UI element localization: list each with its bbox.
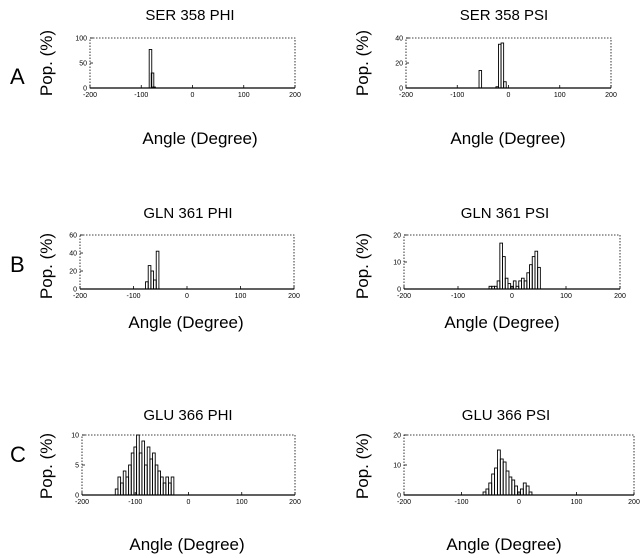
x-tick-label: -200 — [397, 293, 411, 300]
x-axis-label: Angle (Degree) — [444, 313, 559, 332]
x-tick-label: -100 — [128, 499, 142, 506]
x-tick-label: 100 — [236, 499, 248, 506]
row-label-c: C — [10, 442, 26, 467]
y-tick-label: 5 — [75, 463, 79, 470]
x-tick-label: 100 — [560, 293, 572, 300]
chart-title: SER 358 PSI — [460, 7, 548, 24]
y-tick-label: 20 — [393, 433, 401, 440]
y-tick-label: 0 — [399, 86, 403, 93]
histogram-bar — [156, 251, 159, 289]
x-tick-label: 100 — [571, 499, 583, 506]
y-tick-label: 10 — [393, 260, 401, 267]
y-tick-label: 10 — [71, 433, 79, 440]
x-tick-label: 100 — [235, 293, 247, 300]
panel-ser358-phi: SER 358 PHI Pop. (%) Angle (Degree) -200… — [37, 7, 301, 148]
y-axis-label: Pop. (%) — [37, 233, 56, 299]
x-tick-label: 0 — [507, 92, 511, 99]
x-tick-label: 200 — [289, 92, 301, 99]
plot-frame — [406, 38, 611, 88]
y-tick-label: 0 — [397, 493, 401, 500]
plot-frame — [90, 38, 295, 88]
x-tick-label: 0 — [517, 499, 521, 506]
y-tick-label: 100 — [75, 36, 87, 43]
x-axis-label: Angle (Degree) — [450, 129, 565, 148]
x-axis-label: Angle (Degree) — [446, 535, 561, 554]
y-tick-label: 40 — [69, 251, 77, 258]
plot-frame — [404, 435, 634, 495]
plot-frame — [82, 435, 295, 495]
y-axis-label: Pop. (%) — [353, 233, 372, 299]
chart-title: GLN 361 PHI — [143, 205, 232, 222]
panel-glu366-psi: GLU 366 PSI Pop. (%) Angle (Degree) -200… — [353, 407, 640, 554]
y-tick-label: 50 — [79, 61, 87, 68]
y-tick-label: 0 — [75, 493, 79, 500]
y-tick-label: 20 — [395, 61, 403, 68]
histogram-bar — [538, 267, 541, 289]
x-tick-label: 200 — [605, 92, 617, 99]
y-axis-label: Pop. (%) — [353, 433, 372, 499]
row-label-b: B — [10, 252, 25, 277]
x-tick-label: -100 — [454, 499, 468, 506]
y-axis-label: Pop. (%) — [353, 30, 372, 96]
histogram-bar — [479, 71, 482, 89]
x-tick-label: -200 — [83, 92, 97, 99]
histogram-bar — [151, 73, 154, 88]
y-tick-label: 0 — [73, 287, 77, 294]
x-tick-label: -200 — [75, 499, 89, 506]
x-tick-label: 0 — [510, 293, 514, 300]
x-tick-label: -100 — [451, 293, 465, 300]
x-tick-label: -200 — [73, 293, 87, 300]
plot-frame — [404, 235, 620, 289]
x-tick-label: 200 — [288, 293, 300, 300]
x-tick-label: 0 — [191, 92, 195, 99]
chart-title: SER 358 PHI — [145, 7, 234, 24]
x-tick-label: -200 — [399, 92, 413, 99]
chart-title: GLN 361 PSI — [461, 205, 549, 222]
y-axis-label: Pop. (%) — [37, 30, 56, 96]
x-tick-label: -100 — [134, 92, 148, 99]
x-tick-label: -100 — [126, 293, 140, 300]
histogram-bar — [504, 82, 507, 88]
x-axis-label: Angle (Degree) — [142, 129, 257, 148]
panel-gln361-psi: GLN 361 PSI Pop. (%) Angle (Degree) -200… — [353, 205, 626, 332]
y-tick-label: 20 — [393, 233, 401, 240]
x-tick-label: -100 — [450, 92, 464, 99]
x-tick-label: 0 — [185, 293, 189, 300]
panel-glu366-phi: GLU 366 PHI Pop. (%) Angle (Degree) -200… — [37, 407, 301, 554]
y-axis-label: Pop. (%) — [37, 433, 56, 499]
x-tick-label: 100 — [238, 92, 250, 99]
x-tick-label: 200 — [628, 499, 640, 506]
histogram-bar — [171, 477, 174, 495]
x-tick-label: 200 — [614, 293, 626, 300]
x-tick-label: 100 — [554, 92, 566, 99]
row-label-a: A — [10, 64, 25, 89]
histogram-bar — [501, 43, 504, 88]
y-tick-label: 40 — [395, 36, 403, 43]
chart-title: GLU 366 PHI — [143, 407, 232, 424]
chart-title: GLU 366 PSI — [462, 407, 550, 424]
x-axis-label: Angle (Degree) — [129, 535, 244, 554]
x-axis-label: Angle (Degree) — [128, 313, 243, 332]
y-tick-label: 10 — [393, 463, 401, 470]
x-tick-label: 0 — [187, 499, 191, 506]
y-tick-label: 60 — [69, 233, 77, 240]
plot-frame — [80, 235, 294, 289]
y-tick-label: 20 — [69, 269, 77, 276]
panel-gln361-phi: GLN 361 PHI Pop. (%) Angle (Degree) -200… — [37, 205, 300, 332]
x-tick-label: -200 — [397, 499, 411, 506]
panel-ser358-psi: SER 358 PSI Pop. (%) Angle (Degree) -200… — [353, 7, 617, 148]
x-tick-label: 200 — [289, 499, 301, 506]
y-tick-label: 0 — [83, 86, 87, 93]
y-tick-label: 0 — [397, 287, 401, 294]
